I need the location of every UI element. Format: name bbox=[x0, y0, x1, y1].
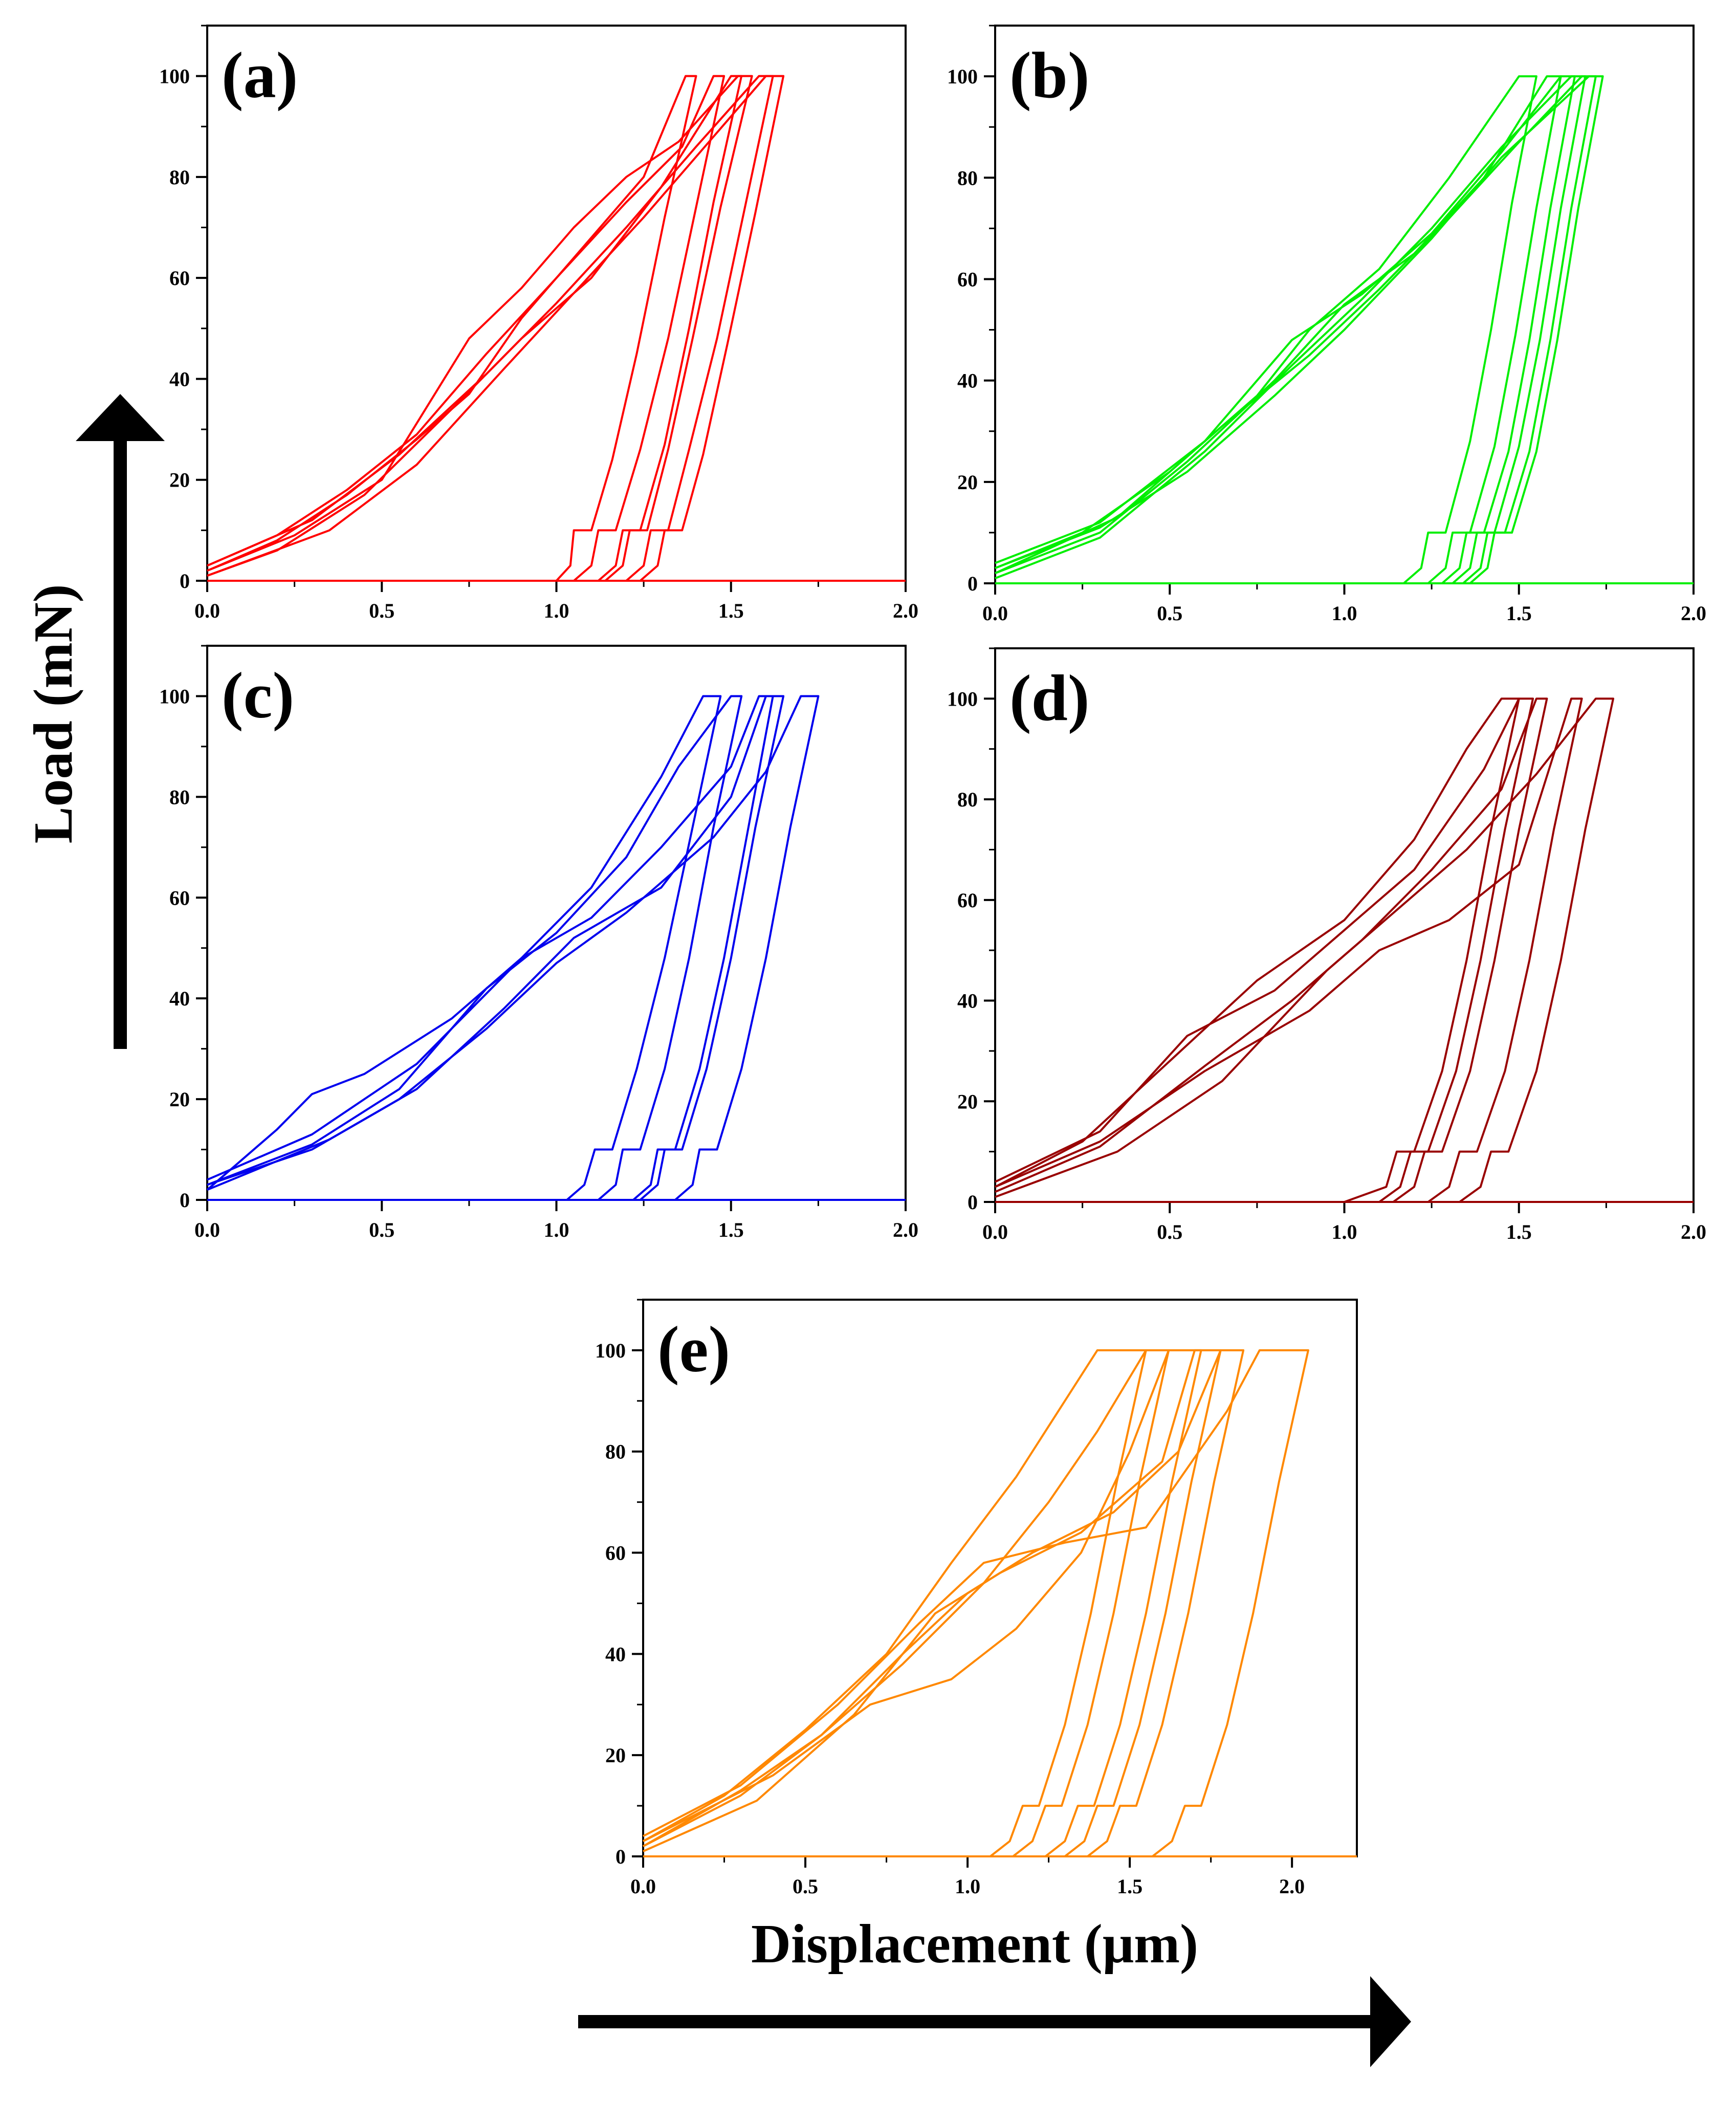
x-tick-label: 1.5 bbox=[1117, 1875, 1142, 1898]
y-tick-label: 60 bbox=[957, 889, 978, 912]
series-line bbox=[207, 75, 906, 582]
x-tick-label: 1.0 bbox=[1332, 602, 1357, 625]
series-line bbox=[995, 697, 1694, 1203]
x-tick-label: 1.0 bbox=[1332, 1220, 1357, 1243]
series-line bbox=[207, 75, 906, 582]
y-tick-label: 20 bbox=[169, 469, 190, 492]
series-line bbox=[995, 697, 1694, 1203]
plot-frame bbox=[642, 1299, 1358, 1857]
y-tick-label: 0 bbox=[968, 1191, 978, 1214]
y-tick-label: 0 bbox=[968, 572, 978, 595]
y-tick-label: 20 bbox=[957, 1090, 978, 1113]
y-tick-label: 80 bbox=[605, 1440, 626, 1463]
series-line bbox=[207, 695, 906, 1201]
y-tick-label: 40 bbox=[605, 1643, 626, 1666]
series-line bbox=[206, 695, 906, 1201]
series-line bbox=[643, 1349, 1357, 1857]
x-tick-label: 1.5 bbox=[1506, 602, 1532, 625]
series-line bbox=[995, 75, 1694, 584]
x-tick-label: 2.0 bbox=[893, 1218, 918, 1241]
y-tick-label: 100 bbox=[159, 685, 190, 708]
y-tick-label: 100 bbox=[947, 687, 978, 710]
series-line bbox=[207, 75, 906, 582]
y-tick-label: 80 bbox=[169, 785, 190, 808]
x-tick-label: 0.5 bbox=[793, 1875, 818, 1898]
y-tick-label: 60 bbox=[605, 1542, 626, 1565]
x-axis-arrow bbox=[578, 1976, 1411, 2067]
y-tick-label: 40 bbox=[169, 367, 190, 390]
y-tick-label: 100 bbox=[159, 65, 190, 88]
x-tick-label: 1.5 bbox=[1506, 1220, 1532, 1243]
x-tick-label: 0.5 bbox=[1157, 602, 1182, 625]
y-tick-label: 60 bbox=[169, 267, 190, 290]
series-line bbox=[995, 697, 1694, 1203]
panel-d: 0.0 0.5 1.0 1.5 2.0 0 20 40 60 80 100 (d) bbox=[947, 647, 1706, 1243]
y-tick-label: 40 bbox=[169, 987, 190, 1010]
x-tick-label: 1.0 bbox=[544, 599, 569, 622]
x-tick-label: 1.0 bbox=[955, 1875, 980, 1898]
plot-frame bbox=[994, 647, 1695, 1203]
y-tick-label: 100 bbox=[595, 1339, 626, 1362]
panel-label: (b) bbox=[1009, 39, 1089, 112]
series-line bbox=[995, 697, 1694, 1203]
series-line bbox=[643, 1349, 1357, 1857]
series-line bbox=[643, 1349, 1357, 1857]
panel-e: 0.0 0.5 1.0 1.5 2.0 0 20 40 60 80 100 (e) bbox=[595, 1299, 1358, 1898]
x-tick-label: 2.0 bbox=[1681, 602, 1706, 625]
series-line bbox=[207, 695, 906, 1201]
y-tick-label: 40 bbox=[957, 369, 978, 392]
y-axis-arrow bbox=[76, 394, 165, 1049]
x-tick-label: 0.0 bbox=[194, 599, 220, 622]
x-arrow-head-icon bbox=[1370, 1976, 1411, 2067]
y-tick-label: 0 bbox=[616, 1845, 626, 1868]
x-tick-label: 0.5 bbox=[369, 1218, 394, 1241]
y-tick-label: 40 bbox=[957, 990, 978, 1013]
x-axis-title: Displacement (μm) bbox=[751, 1914, 1198, 1975]
x-tick-label: 2.0 bbox=[893, 599, 918, 622]
panel-label: (d) bbox=[1009, 662, 1089, 734]
panel-c: 0.0 0.5 1.0 1.5 2.0 0 20 40 60 80 100 (c) bbox=[159, 645, 918, 1241]
y-tick-label: 80 bbox=[957, 788, 978, 811]
y-tick-label: 100 bbox=[947, 65, 978, 88]
panel-label: (a) bbox=[222, 39, 298, 112]
y-tick-label: 60 bbox=[957, 268, 978, 291]
panel-label: (e) bbox=[657, 1313, 730, 1386]
y-tick-label: 20 bbox=[169, 1088, 190, 1111]
x-tick-label: 1.5 bbox=[718, 1218, 744, 1241]
x-tick-label: 2.0 bbox=[1681, 1220, 1706, 1243]
y-tick-label: 20 bbox=[957, 471, 978, 494]
panel-label: (c) bbox=[222, 659, 294, 732]
x-tick-label: 0.5 bbox=[1157, 1220, 1182, 1243]
y-tick-label: 20 bbox=[605, 1744, 626, 1767]
y-tick-label: 0 bbox=[180, 570, 190, 593]
x-tick-label: 1.0 bbox=[544, 1218, 569, 1241]
y-tick-label: 0 bbox=[180, 1189, 190, 1212]
x-tick-label: 0.0 bbox=[982, 1220, 1008, 1243]
y-tick-label: 60 bbox=[169, 886, 190, 909]
x-tick-label: 0.0 bbox=[194, 1218, 220, 1241]
x-tick-label: 0.5 bbox=[369, 599, 394, 622]
series-line bbox=[207, 695, 906, 1201]
series-line bbox=[643, 1349, 1357, 1857]
x-tick-label: 0.0 bbox=[982, 602, 1008, 625]
series-line bbox=[643, 1349, 1357, 1857]
y-tick-label: 80 bbox=[169, 166, 190, 189]
series-line bbox=[207, 75, 906, 582]
y-axis-title: Load (mN) bbox=[23, 584, 84, 844]
series-line bbox=[207, 75, 906, 582]
panel-a: 0.0 0.5 1.0 1.5 2.0 0 20 40 60 80 100 (a) bbox=[159, 25, 918, 622]
y-tick-label: 80 bbox=[957, 166, 978, 189]
x-tick-label: 1.5 bbox=[718, 599, 744, 622]
y-arrow-head-icon bbox=[76, 394, 165, 441]
series-line bbox=[207, 75, 906, 582]
series-line bbox=[995, 697, 1694, 1203]
series-line bbox=[207, 695, 906, 1201]
series-line bbox=[643, 1349, 1357, 1857]
x-tick-label: 0.0 bbox=[630, 1875, 656, 1898]
panel-b: 0.0 0.5 1.0 1.5 2.0 0 20 40 60 80 100 (b) bbox=[947, 25, 1706, 625]
x-tick-label: 2.0 bbox=[1279, 1875, 1305, 1898]
